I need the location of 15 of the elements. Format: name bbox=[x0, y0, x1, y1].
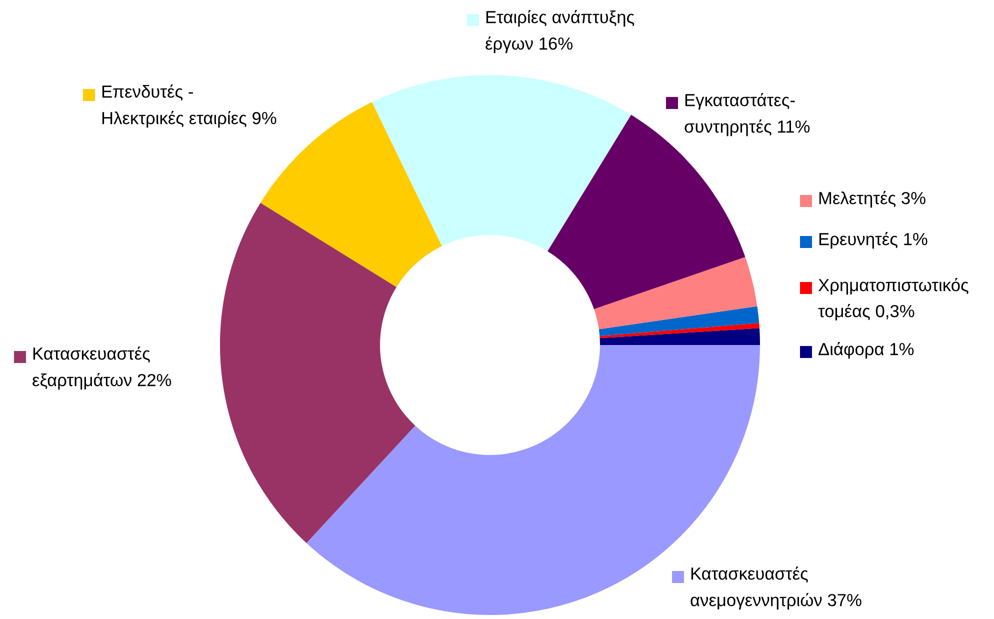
legend-label: Επενδυτές - Ηλεκτρικές εταιρίες 9% bbox=[102, 84, 276, 128]
donut-slice bbox=[600, 323, 760, 338]
legend-label: Ερευνητές 1% bbox=[819, 232, 928, 249]
legend-label: Μελετητές 3% bbox=[819, 190, 926, 208]
donut-slice bbox=[372, 75, 632, 252]
donut-slice bbox=[594, 256, 758, 330]
donut-slice bbox=[598, 306, 760, 336]
donut-slice bbox=[220, 202, 416, 544]
legend-label: Εταιρίες ανάπτυξης έργων 16% bbox=[486, 10, 634, 54]
legend-label: Κατασκευαστές εξαρτημάτων 22% bbox=[32, 346, 172, 390]
donut-slice bbox=[600, 328, 760, 345]
legend-label: Χρηματοπιστωτικός τομέας 0,3% bbox=[818, 278, 968, 320]
legend-label: Εγκαταστάτες- συντηρητές 11% bbox=[684, 92, 810, 136]
legend-label: Διάφορα 1% bbox=[818, 342, 914, 359]
legend-label: Κατασκευαστές ανεμογεννητριών 37% bbox=[690, 566, 862, 610]
